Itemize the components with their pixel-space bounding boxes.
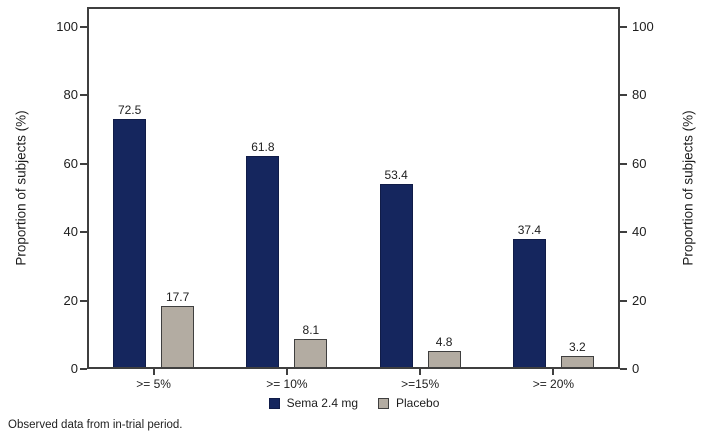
y-tick-label-right: 0: [632, 361, 640, 376]
y-tick-label-left: 40: [63, 224, 78, 240]
legend: Sema 2.4 mg Placebo: [0, 396, 708, 410]
x-category-label: >= 20%: [532, 377, 575, 391]
y-tick-label-left: 60: [63, 155, 78, 171]
footnote: Observed data from in-trial period.: [8, 419, 183, 431]
y-tick-mark: [80, 26, 87, 28]
bar-placebo: 4.8: [427, 335, 461, 367]
y-tick-label-right: 20: [632, 292, 647, 308]
y-tick-mark: [80, 94, 87, 97]
y-tick-label-right: 40: [632, 224, 647, 240]
bar-sema-2-4-mg: 61.8: [246, 140, 280, 367]
y-tick-label-right: 100: [632, 19, 654, 34]
plot-area: 72.5 17.7 61.8 8.1 53.4 4.8 37.4 3.2: [87, 7, 620, 369]
x-category-label: >= 10%: [266, 377, 308, 391]
bar-value-label: 61.8: [251, 139, 275, 154]
legend-label-sema: Sema 2.4 mg: [286, 396, 358, 410]
y-tick-mark: [620, 162, 627, 165]
x-tick-mark: [152, 369, 155, 375]
x-category-label: >=15%: [401, 377, 440, 391]
y-tick-label-right: 60: [632, 155, 647, 171]
x-tick-mark: [419, 369, 422, 375]
y-tick-label-left: 0: [70, 361, 78, 376]
legend-item-sema: Sema 2.4 mg: [268, 396, 358, 410]
bar-sema-2-4-mg: 53.4: [379, 168, 413, 367]
y-tick-mark: [80, 299, 87, 302]
bar-group: 61.8 8.1: [246, 140, 328, 367]
sema-swatch-icon: [268, 397, 280, 409]
bar-sema-2-4-mg: 72.5: [113, 103, 147, 367]
y-tick-mark: [80, 162, 87, 165]
bar-value-label: 53.4: [384, 168, 408, 183]
x-tick-mark: [285, 369, 288, 375]
bar-group: 53.4 4.8: [379, 168, 461, 367]
y-tick-label-left: 80: [63, 87, 78, 103]
legend-label-placebo: Placebo: [396, 396, 440, 410]
y-tick-mark: [620, 299, 627, 302]
y-axis-title-right: Proportion of subjects (%): [680, 110, 696, 266]
placebo-swatch-icon: [378, 397, 389, 409]
bar-value-label: 4.8: [435, 334, 453, 349]
bar-value-label: 17.7: [165, 290, 190, 305]
bar-placebo: 17.7: [161, 290, 195, 367]
bar-value-label: 3.2: [569, 340, 586, 355]
bar-value-label: 8.1: [302, 323, 320, 338]
y-tick-mark: [620, 231, 627, 234]
bar-placebo: 3.2: [560, 340, 594, 367]
x-category-label: >= 5%: [136, 377, 171, 391]
bar-group: 72.5 17.7: [113, 103, 195, 367]
bar-group: 37.4 3.2: [512, 223, 594, 367]
legend-item-placebo: Placebo: [378, 396, 439, 410]
bar-sema-2-4-mg: 37.4: [512, 223, 546, 367]
bar-value-label: 72.5: [117, 103, 142, 118]
y-tick-mark: [80, 231, 87, 234]
y-tick-mark: [80, 368, 87, 370]
y-tick-mark: [620, 94, 627, 97]
y-axis-title-left: Proportion of subjects (%): [13, 110, 29, 266]
y-tick-mark: [620, 26, 627, 28]
y-tick-label-left: 20: [63, 292, 78, 308]
x-tick-mark: [552, 369, 555, 375]
bar-placebo: 8.1: [294, 323, 328, 367]
y-tick-label-left: 100: [56, 19, 78, 34]
y-tick-mark: [620, 368, 627, 370]
y-tick-label-right: 80: [632, 87, 647, 103]
bar-value-label: 37.4: [517, 223, 542, 238]
